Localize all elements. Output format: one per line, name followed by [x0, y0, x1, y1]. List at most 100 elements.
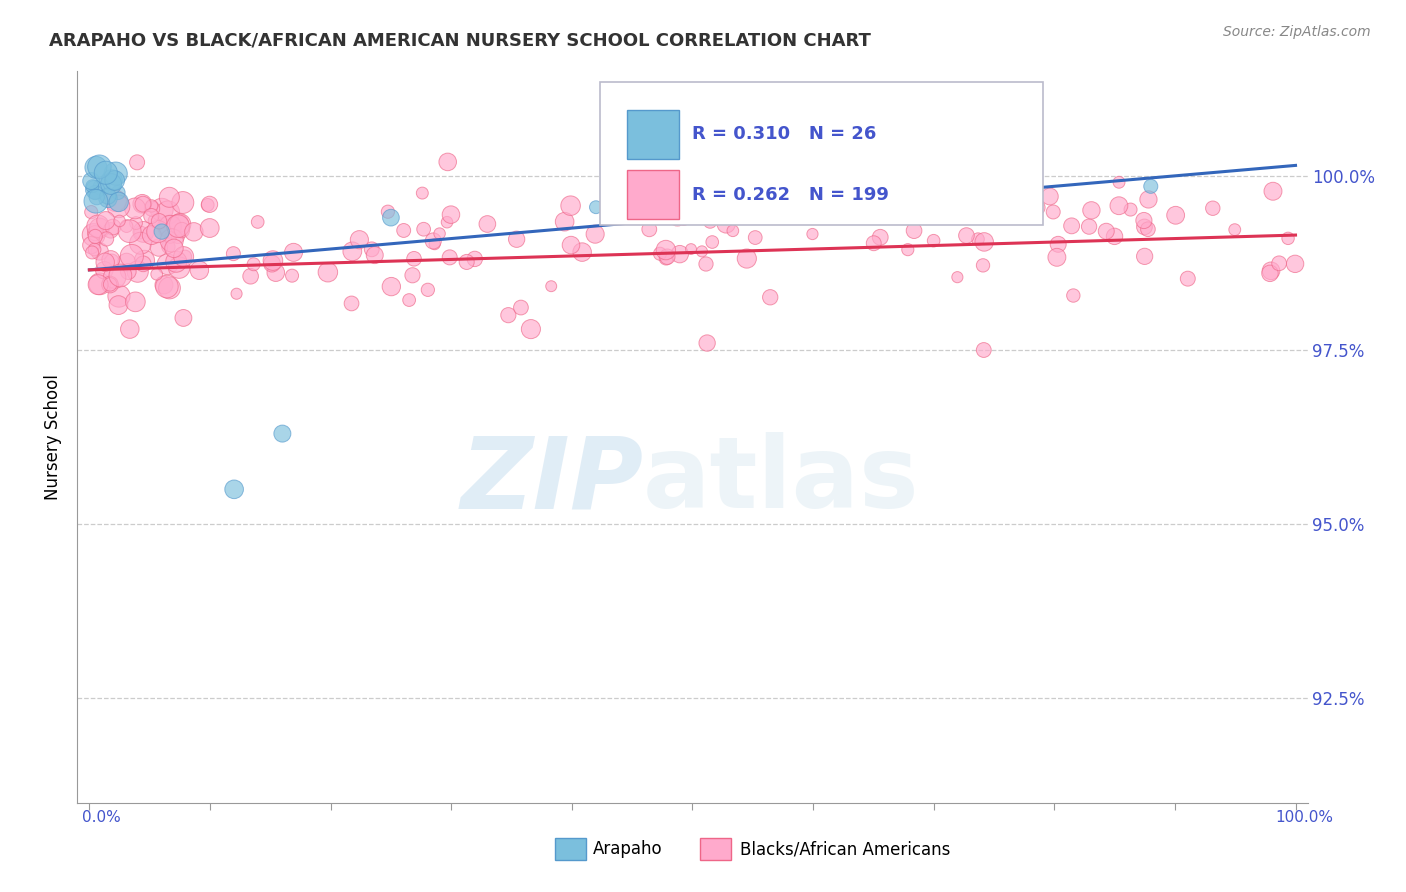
Point [540, 279, 562, 293]
Point [583, 227, 606, 242]
Point [655, 251, 678, 265]
Point [84, 194, 107, 209]
Point [1060, 219, 1083, 233]
Point [401, 268, 423, 283]
Point [955, 228, 977, 243]
Point [156, 257, 179, 271]
Point [411, 186, 433, 200]
Point [498, 308, 520, 322]
Point [108, 214, 131, 228]
Bar [627, 169, 679, 219]
Point [700, 195, 723, 210]
Point [825, 176, 848, 190]
Point [1260, 264, 1282, 278]
Point [98, 277, 121, 292]
Point [922, 234, 945, 248]
Point [104, 167, 127, 181]
Point [910, 202, 932, 217]
Point [84, 229, 107, 244]
Point [100, 177, 122, 191]
Point [100, 254, 122, 268]
Point [84, 161, 107, 175]
Point [1139, 179, 1161, 194]
Point [1137, 193, 1160, 207]
Text: Source: ZipAtlas.com: Source: ZipAtlas.com [1223, 25, 1371, 39]
Point [198, 221, 221, 235]
Point [477, 217, 499, 231]
Point [159, 230, 181, 244]
Point [744, 230, 766, 244]
Point [94, 166, 117, 180]
Point [440, 208, 463, 222]
Point [668, 247, 690, 261]
Point [340, 296, 363, 310]
Point [264, 266, 287, 280]
Point [124, 294, 146, 309]
Point [392, 223, 415, 237]
Point [246, 215, 269, 229]
Point [224, 483, 246, 497]
Point [734, 202, 756, 216]
Point [429, 227, 451, 241]
Point [83, 227, 105, 242]
Text: Arapaho: Arapaho [593, 840, 664, 858]
Point [1026, 201, 1049, 215]
Point [87, 277, 110, 292]
Point [169, 218, 191, 232]
Point [129, 226, 152, 240]
Point [571, 245, 593, 260]
Point [167, 216, 190, 230]
Point [94, 255, 117, 269]
Point [439, 251, 461, 265]
Point [89, 160, 111, 174]
Point [134, 253, 156, 268]
Point [1136, 222, 1159, 236]
Point [560, 199, 582, 213]
Point [129, 236, 152, 251]
Point [86, 190, 108, 204]
Point [107, 186, 129, 200]
Point [1261, 184, 1284, 198]
Point [100, 223, 122, 237]
Point [994, 177, 1017, 191]
Point [157, 190, 180, 204]
Point [104, 194, 127, 208]
Point [101, 173, 124, 187]
Point [617, 193, 640, 207]
Point [143, 214, 166, 228]
Point [281, 268, 304, 283]
Point [150, 225, 173, 239]
Point [1119, 202, 1142, 217]
Point [118, 224, 141, 238]
Point [917, 189, 939, 203]
Point [412, 222, 434, 236]
Point [1108, 175, 1130, 189]
Point [436, 215, 458, 229]
Point [157, 240, 180, 254]
Point [946, 186, 969, 201]
Point [80, 174, 103, 188]
Point [174, 250, 197, 264]
Point [1202, 201, 1225, 215]
Point [1108, 199, 1130, 213]
Point [666, 210, 689, 224]
Point [423, 237, 446, 252]
Point [239, 269, 262, 284]
Point [172, 195, 194, 210]
Point [157, 205, 180, 219]
Point [520, 322, 543, 336]
Point [1133, 213, 1156, 227]
Point [422, 234, 444, 248]
Point [82, 179, 104, 194]
Point [903, 224, 925, 238]
Point [166, 230, 188, 244]
Point [967, 232, 990, 246]
Point [342, 244, 364, 259]
Point [699, 214, 721, 228]
Point [702, 235, 724, 249]
Point [167, 219, 190, 234]
Point [84, 226, 107, 240]
Text: 0.0%: 0.0% [82, 810, 121, 825]
Point [125, 216, 148, 230]
Point [510, 301, 533, 315]
